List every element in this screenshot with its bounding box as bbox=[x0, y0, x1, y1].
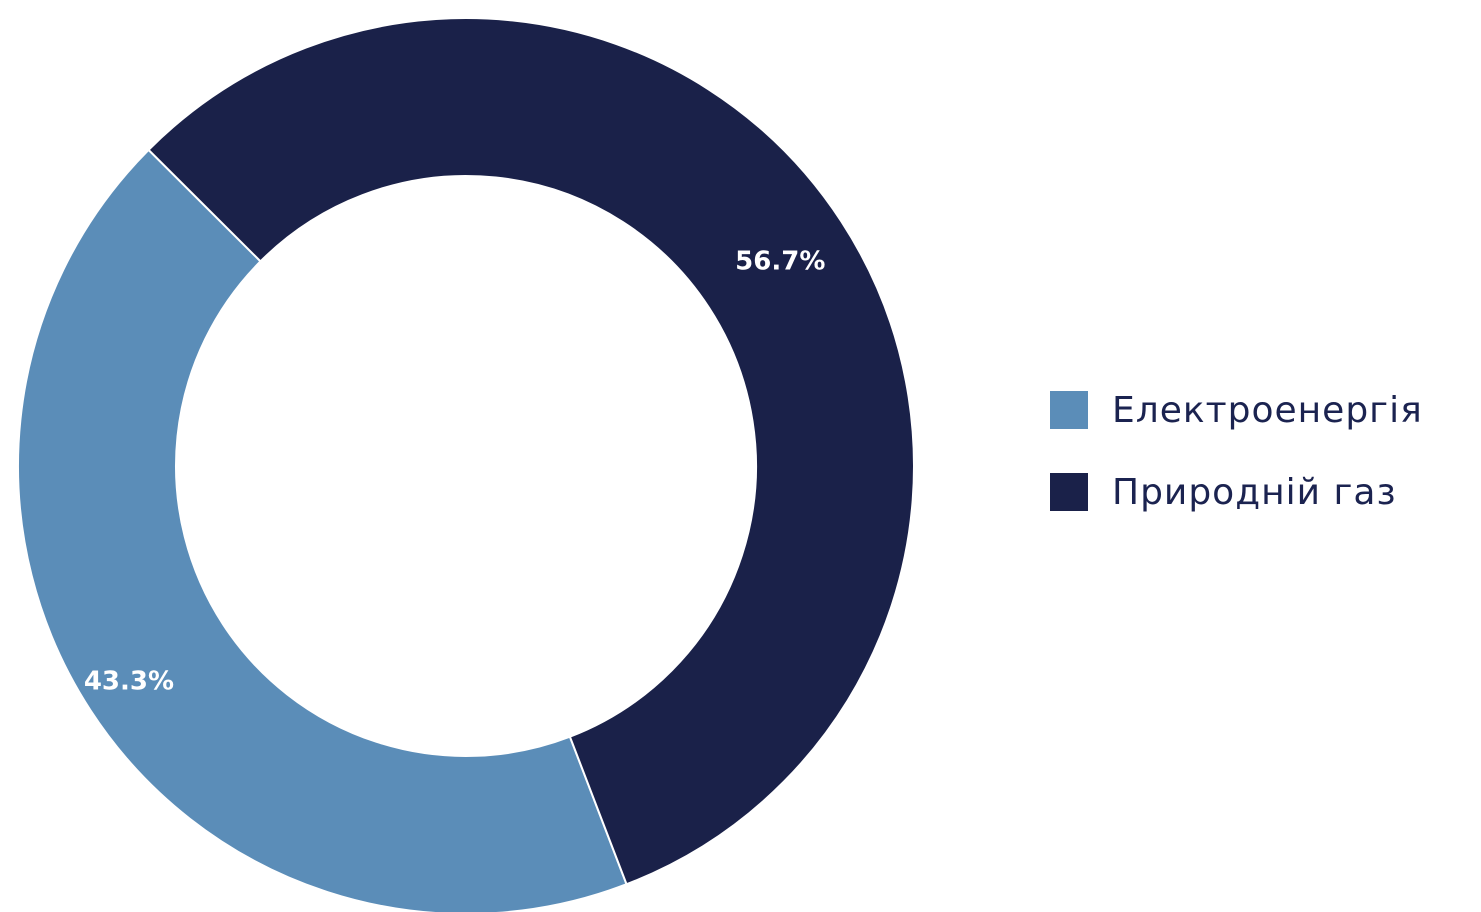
labels-layer: 43.3% 56.7% bbox=[84, 246, 826, 696]
legend-item-electricity[interactable]: Електроенергія bbox=[1050, 380, 1475, 440]
slice-label-natural-gas: 56.7% bbox=[735, 246, 825, 276]
slice-electricity[interactable] bbox=[17, 148, 628, 912]
legend-label-natural-gas: Природній газ bbox=[1112, 471, 1397, 513]
legend: Електроенергія Природній газ bbox=[1050, 380, 1475, 544]
legend-swatch-electricity bbox=[1050, 391, 1088, 429]
legend-label-electricity: Електроенергія bbox=[1112, 389, 1423, 431]
slices-layer bbox=[17, 17, 915, 912]
slice-natural-gas[interactable] bbox=[147, 17, 915, 886]
legend-item-natural-gas[interactable]: Природній газ bbox=[1050, 462, 1475, 522]
legend-swatch-natural-gas bbox=[1050, 473, 1088, 511]
slice-label-electricity: 43.3% bbox=[84, 666, 174, 696]
